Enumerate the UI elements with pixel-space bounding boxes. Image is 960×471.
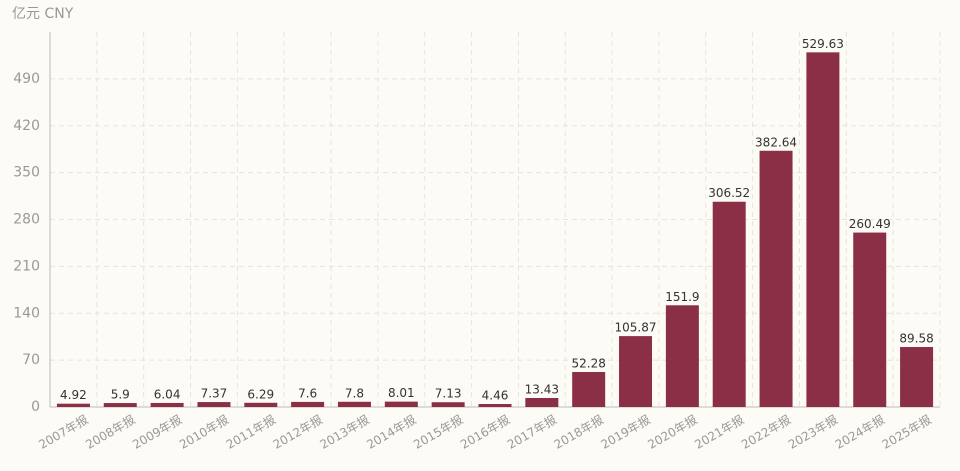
bar xyxy=(56,403,90,407)
x-tick-label: 2017年报 xyxy=(504,412,559,452)
value-label: 8.01 xyxy=(388,386,415,400)
x-tick-label: 2012年报 xyxy=(270,412,325,452)
x-tick-label: 2015年报 xyxy=(411,412,466,452)
x-tick-label: 2016年报 xyxy=(458,412,513,452)
y-tick-label: 70 xyxy=(22,352,40,368)
bar xyxy=(759,150,793,407)
bar xyxy=(244,402,278,407)
bar xyxy=(619,336,653,407)
bar xyxy=(572,371,606,407)
value-label: 89.58 xyxy=(899,332,933,346)
x-tick-label: 2019年报 xyxy=(598,412,653,452)
y-axis-label: 亿元 CNY xyxy=(12,6,74,22)
bar xyxy=(525,398,559,407)
value-label: 7.37 xyxy=(201,387,228,401)
x-tick-label: 2009年报 xyxy=(130,412,185,452)
x-tick-label: 2008年报 xyxy=(83,412,138,452)
value-label: 382.64 xyxy=(755,135,797,149)
y-tick-label: 280 xyxy=(13,212,40,228)
y-tick-label: 420 xyxy=(13,118,40,134)
x-tick-label: 2024年报 xyxy=(832,412,887,452)
bar xyxy=(197,402,231,407)
bar xyxy=(478,404,512,407)
value-label: 306.52 xyxy=(708,186,750,200)
value-label: 52.28 xyxy=(572,356,606,370)
value-label: 7.6 xyxy=(298,386,317,400)
x-tick-label: 2021年报 xyxy=(692,412,747,452)
bar xyxy=(150,402,184,407)
value-label: 4.92 xyxy=(60,388,87,402)
y-tick-label: 140 xyxy=(13,305,40,321)
x-tick-label: 2011年报 xyxy=(223,412,278,452)
x-tick-label: 2020年报 xyxy=(645,412,700,452)
bar xyxy=(337,401,371,407)
y-tick-label: 210 xyxy=(13,258,40,274)
bar xyxy=(384,401,418,407)
value-label: 260.49 xyxy=(849,217,891,231)
bar xyxy=(103,403,137,407)
value-label: 6.04 xyxy=(154,387,181,401)
value-label: 7.13 xyxy=(435,387,462,401)
bar xyxy=(806,52,840,407)
x-tick-label: 2010年报 xyxy=(176,412,231,452)
bar xyxy=(291,401,325,407)
x-tick-label: 2013年报 xyxy=(317,412,372,452)
value-label: 7.8 xyxy=(345,386,364,400)
value-label: 6.29 xyxy=(247,387,274,401)
x-tick-label: 2007年报 xyxy=(36,412,91,452)
value-label: 13.43 xyxy=(525,383,559,397)
value-label: 151.9 xyxy=(665,290,699,304)
value-label: 105.87 xyxy=(615,321,657,335)
value-label: 529.63 xyxy=(802,37,844,51)
y-tick-label: 350 xyxy=(13,165,40,181)
x-tick-label: 2022年报 xyxy=(739,412,794,452)
value-label: 4.46 xyxy=(482,389,509,403)
x-tick-label: 2025年报 xyxy=(879,412,934,452)
y-tick-label: 490 xyxy=(13,71,40,87)
bar xyxy=(712,201,746,407)
x-tick-label: 2018年报 xyxy=(551,412,606,452)
bar xyxy=(900,347,934,407)
bar xyxy=(665,305,699,407)
x-tick-label: 2023年报 xyxy=(785,412,840,452)
value-label: 5.9 xyxy=(111,388,130,402)
bar xyxy=(853,232,887,407)
bar xyxy=(431,402,465,407)
y-tick-label: 0 xyxy=(31,399,40,415)
x-tick-label: 2014年报 xyxy=(364,412,419,452)
